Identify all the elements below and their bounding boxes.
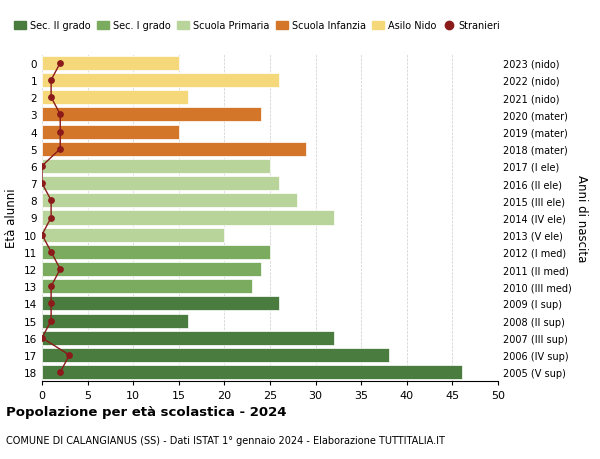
Bar [42, 280, 252, 294]
Point [46, 77, 56, 84]
Legend: Sec. II grado, Sec. I grado, Scuola Primaria, Scuola Infanzia, Asilo Nido, Stran: Sec. II grado, Sec. I grado, Scuola Prim… [10, 17, 505, 35]
Point [55, 266, 65, 273]
Point [46, 249, 56, 256]
Bar [42, 331, 334, 345]
Point [46, 197, 56, 205]
Bar [42, 263, 261, 276]
Bar [42, 142, 307, 157]
Point [37, 231, 47, 239]
Bar [42, 194, 298, 208]
Text: COMUNE DI CALANGIANUS (SS) - Dati ISTAT 1° gennaio 2024 - Elaborazione TUTTITALI: COMUNE DI CALANGIANUS (SS) - Dati ISTAT … [6, 435, 445, 445]
Bar [42, 348, 389, 362]
Bar [42, 245, 270, 259]
Bar [42, 314, 188, 328]
Bar [42, 211, 334, 225]
Point [46, 317, 56, 325]
Bar [42, 56, 179, 71]
Bar [42, 177, 279, 191]
Point [37, 335, 47, 342]
Point [37, 180, 47, 187]
Point [55, 129, 65, 136]
Bar [42, 108, 261, 122]
Point [46, 214, 56, 222]
Point [65, 352, 74, 359]
Y-axis label: Anni di nascita: Anni di nascita [575, 174, 588, 262]
Bar [42, 228, 224, 242]
Bar [42, 91, 188, 105]
Text: Popolazione per età scolastica - 2024: Popolazione per età scolastica - 2024 [6, 405, 287, 419]
Point [55, 112, 65, 119]
Y-axis label: Età alunni: Età alunni [5, 188, 19, 248]
Point [55, 369, 65, 376]
Bar [42, 160, 270, 174]
Bar [42, 297, 279, 311]
Point [46, 300, 56, 308]
Point [55, 60, 65, 67]
Point [55, 146, 65, 153]
Point [46, 283, 56, 290]
Bar [42, 365, 461, 380]
Point [46, 94, 56, 101]
Point [37, 163, 47, 170]
Bar [42, 125, 179, 139]
Bar [42, 74, 279, 88]
